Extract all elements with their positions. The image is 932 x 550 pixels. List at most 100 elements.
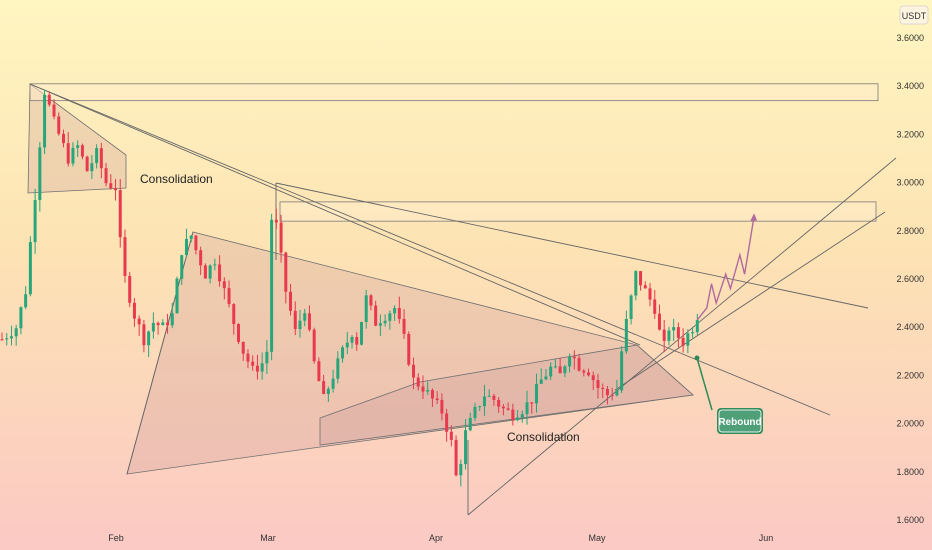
candle bbox=[639, 271, 643, 291]
candle bbox=[175, 276, 179, 314]
candle bbox=[85, 155, 89, 172]
x-tick-label: Apr bbox=[429, 533, 443, 543]
candle bbox=[265, 340, 269, 375]
candle bbox=[284, 251, 288, 304]
candle bbox=[222, 277, 226, 300]
candle bbox=[184, 228, 188, 257]
candle bbox=[218, 255, 222, 287]
y-tick-label: 2.0000 bbox=[896, 419, 924, 429]
candle bbox=[194, 234, 198, 255]
candle bbox=[132, 298, 136, 327]
candle bbox=[14, 324, 18, 346]
candle bbox=[5, 332, 9, 346]
candle bbox=[109, 174, 113, 190]
candle bbox=[426, 381, 430, 395]
annotations-layer: Consolidation Consolidation Rebound bbox=[140, 172, 763, 444]
x-axis: Feb Mar Apr May Jun bbox=[108, 533, 773, 543]
candle bbox=[180, 254, 184, 286]
candle bbox=[643, 281, 647, 289]
trend-line bbox=[614, 211, 886, 391]
candle bbox=[412, 357, 416, 390]
candle bbox=[227, 280, 231, 308]
candle bbox=[695, 313, 699, 335]
candle bbox=[667, 326, 671, 346]
candle bbox=[0, 332, 4, 341]
candle bbox=[24, 286, 28, 310]
x-tick-label: Feb bbox=[108, 533, 124, 543]
candle bbox=[468, 412, 472, 432]
candle bbox=[43, 89, 47, 155]
x-tick-label: Jun bbox=[759, 533, 774, 543]
candle bbox=[33, 188, 37, 254]
candle bbox=[203, 263, 207, 279]
candle bbox=[137, 315, 141, 336]
candle bbox=[331, 369, 335, 393]
candle bbox=[161, 319, 165, 326]
candle bbox=[634, 270, 638, 301]
candle bbox=[397, 296, 401, 324]
y-tick-label: 3.2000 bbox=[896, 129, 924, 139]
candle bbox=[208, 264, 212, 284]
candle bbox=[359, 321, 363, 346]
candle bbox=[213, 258, 217, 271]
candle bbox=[582, 368, 586, 377]
candle bbox=[312, 327, 316, 364]
candle bbox=[525, 390, 529, 425]
candle bbox=[601, 383, 605, 398]
candle bbox=[449, 425, 453, 447]
candle bbox=[326, 386, 330, 402]
candle bbox=[307, 305, 311, 332]
candle bbox=[492, 393, 496, 406]
candle bbox=[95, 144, 99, 169]
candle bbox=[520, 410, 524, 423]
candles-series bbox=[0, 89, 699, 487]
candle bbox=[464, 419, 468, 470]
unit-badge: USDT bbox=[902, 11, 927, 21]
y-tick-label: 3.6000 bbox=[896, 33, 924, 43]
consolidation-bottom-label: Consolidation bbox=[507, 430, 580, 444]
candle bbox=[478, 405, 482, 412]
x-tick-label: May bbox=[588, 533, 606, 543]
candle bbox=[539, 368, 543, 385]
candle bbox=[530, 402, 534, 414]
candle bbox=[459, 459, 463, 487]
projection-path-layer bbox=[696, 213, 758, 321]
candle bbox=[596, 373, 600, 399]
y-tick-label: 1.8000 bbox=[896, 467, 924, 477]
candle bbox=[407, 331, 411, 367]
candle bbox=[355, 332, 359, 351]
y-tick-label: 2.2000 bbox=[896, 370, 924, 380]
candle bbox=[99, 142, 103, 179]
candle bbox=[80, 143, 84, 160]
candle bbox=[52, 99, 56, 120]
triangle-consolidation-3 bbox=[319, 344, 694, 446]
candle bbox=[303, 308, 307, 327]
candle bbox=[686, 329, 690, 354]
candle bbox=[511, 403, 515, 426]
candle bbox=[341, 345, 345, 363]
x-tick-label: Mar bbox=[260, 533, 276, 543]
candle bbox=[151, 312, 155, 339]
rebound-callout-dot bbox=[694, 355, 700, 361]
candle bbox=[402, 309, 406, 339]
candle bbox=[676, 322, 680, 348]
candle bbox=[393, 305, 397, 321]
trend-line bbox=[275, 182, 869, 309]
candle bbox=[170, 302, 174, 329]
candle bbox=[648, 283, 652, 307]
candle bbox=[317, 357, 321, 382]
resistance-zone bbox=[279, 201, 877, 222]
candle bbox=[246, 349, 250, 369]
candle bbox=[322, 374, 326, 395]
candle bbox=[298, 310, 302, 338]
candle bbox=[430, 388, 434, 408]
candle bbox=[629, 294, 633, 325]
candle bbox=[615, 379, 619, 397]
y-tick-label: 2.4000 bbox=[896, 322, 924, 332]
candle bbox=[364, 289, 368, 329]
y-tick-label: 3.0000 bbox=[896, 178, 924, 188]
rebound-badge-inner bbox=[718, 409, 762, 433]
consolidation-top-label: Consolidation bbox=[140, 172, 213, 186]
